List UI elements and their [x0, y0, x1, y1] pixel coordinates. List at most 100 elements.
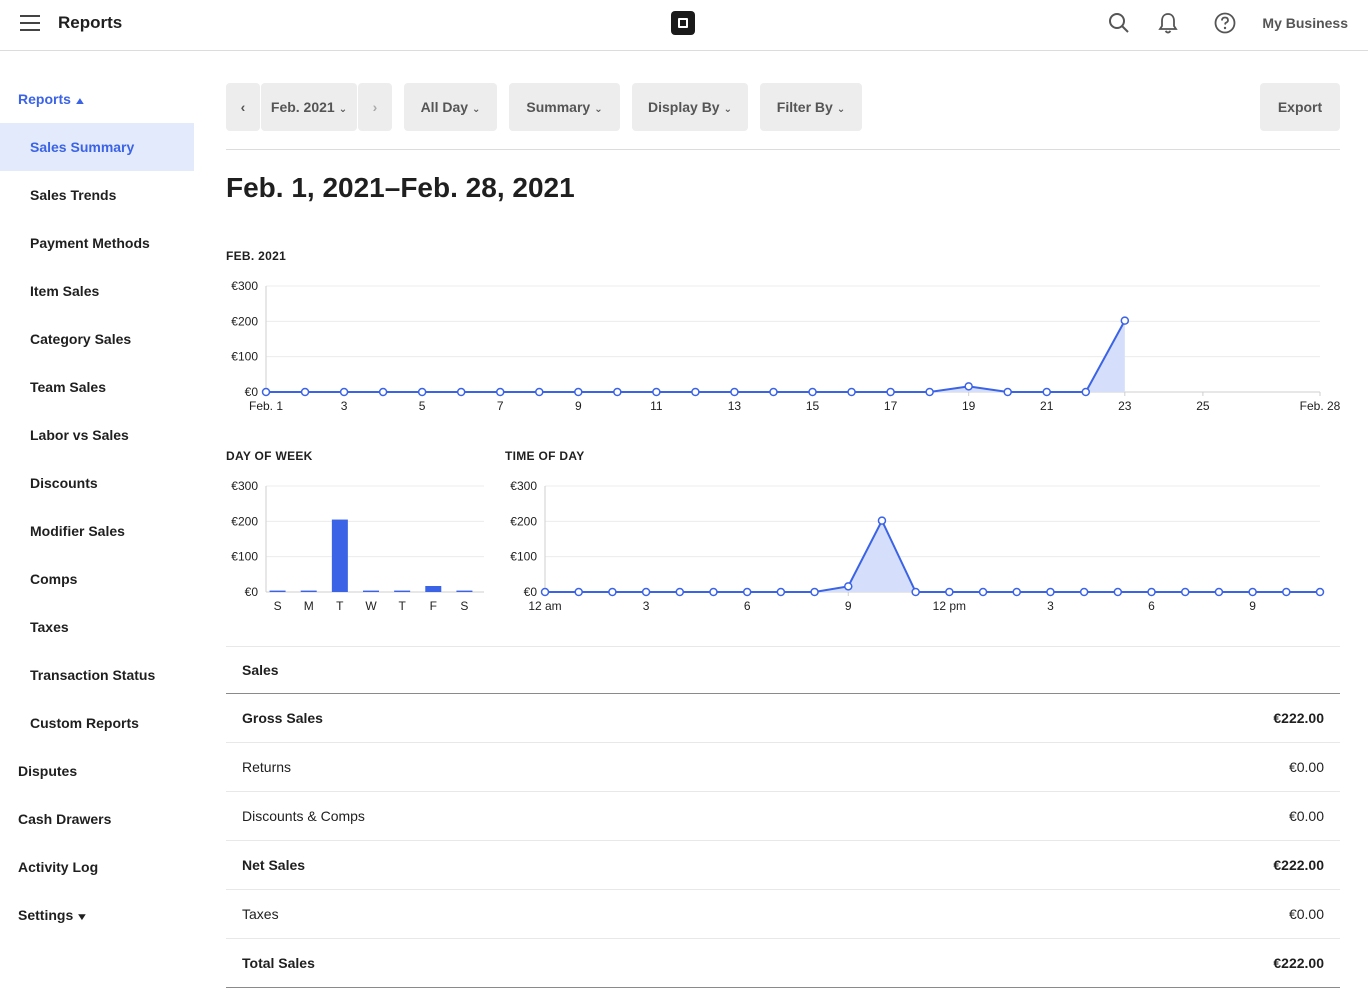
menu-icon[interactable] [20, 15, 40, 31]
x-tick-label: F [430, 599, 437, 613]
y-tick-label: €300 [231, 479, 258, 493]
y-tick-label: €200 [510, 514, 537, 528]
data-point [378, 387, 388, 397]
sidebar-group-activity-log[interactable]: Activity Log [18, 859, 99, 875]
data-point [675, 587, 685, 597]
data-point [978, 587, 988, 597]
row-value: €0.00 [1288, 759, 1324, 775]
data-point [1046, 587, 1055, 597]
bar [331, 519, 348, 592]
sales-table-header: Sales [226, 646, 1340, 694]
row-label: Discounts & Comps [242, 808, 365, 824]
data-point [339, 387, 349, 397]
filter-by-select[interactable]: Filter By ⌄ [760, 83, 862, 131]
x-tick-label: 21 [1040, 399, 1054, 413]
y-tick-label: €100 [231, 350, 258, 364]
x-tick-label: S [274, 599, 282, 613]
x-tick-label: 25 [1196, 399, 1210, 413]
sidebar-group-reports[interactable]: Reports ▲ [18, 91, 86, 107]
table-row-taxes: Taxes €0.00 [226, 890, 1340, 939]
data-point [608, 587, 617, 597]
bell-icon[interactable] [1157, 12, 1179, 34]
x-tick-label: 3 [1047, 599, 1054, 613]
sidebar-group-cash-drawers[interactable]: Cash Drawers [18, 811, 112, 827]
x-tick-label: 17 [884, 399, 898, 413]
y-tick-label: €0 [524, 585, 538, 599]
bar [363, 590, 379, 592]
x-tick-label: 11 [650, 399, 663, 413]
x-tick-label: 3 [341, 399, 348, 413]
data-point [1120, 316, 1130, 325]
sidebar-item-category-sales[interactable]: Category Sales [30, 331, 132, 347]
bar [394, 590, 411, 592]
export-button[interactable]: Export [1260, 83, 1340, 131]
x-tick-label: S [460, 599, 468, 613]
x-tick-label: 9 [1249, 599, 1256, 613]
sidebar-group-label: Settings [18, 907, 74, 923]
x-tick-label: 15 [806, 399, 820, 413]
month-select-label: Feb. 2021 [270, 99, 335, 115]
next-month-button[interactable]: › [358, 83, 392, 131]
sidebar-item-custom-reports[interactable]: Custom Reports [30, 715, 139, 731]
data-point [1214, 587, 1224, 597]
data-point [742, 587, 752, 597]
business-menu[interactable]: My Business [1262, 15, 1348, 31]
prev-month-button[interactable]: ‹ [226, 83, 260, 131]
chevron-down-icon: ⌄ [723, 104, 732, 115]
sidebar-item-taxes[interactable]: Taxes [30, 619, 69, 635]
data-point [691, 387, 700, 397]
row-label: Gross Sales [242, 710, 323, 726]
sidebar-item-sales-summary[interactable]: Sales Summary [0, 123, 194, 171]
data-point [641, 587, 651, 597]
help-icon[interactable] [1214, 12, 1236, 34]
data-point [540, 587, 550, 597]
sidebar-item-sales-trends[interactable]: Sales Trends [30, 187, 117, 203]
summary-label: Summary [526, 99, 591, 115]
tod-chart-title: TIME OF DAY [505, 449, 585, 463]
sidebar-item-comps[interactable]: Comps [30, 571, 78, 587]
sidebar-item-labor-vs-sales[interactable]: Labor vs Sales [30, 427, 129, 443]
data-point [1079, 587, 1089, 597]
sidebar-group-label: Reports [18, 91, 71, 107]
chevron-down-icon: ▼ [75, 912, 89, 923]
sidebar-item-item-sales[interactable]: Item Sales [30, 283, 100, 299]
chevron-down-icon: ⌄ [472, 104, 481, 115]
square-logo[interactable] [671, 11, 695, 35]
display-by-select[interactable]: Display By ⌄ [632, 83, 748, 131]
data-point [810, 587, 819, 597]
sidebar-item-team-sales[interactable]: Team Sales [30, 379, 107, 395]
row-label: Returns [242, 759, 292, 775]
all-day-select[interactable]: All Day ⌄ [404, 83, 497, 131]
x-tick-label: W [365, 599, 377, 613]
x-tick-label: 6 [1148, 599, 1155, 613]
row-value: €222.00 [1273, 857, 1324, 873]
sidebar-group-settings[interactable]: Settings ▼ [18, 907, 89, 923]
month-select[interactable]: Feb. 2021 ⌄ [261, 83, 357, 131]
table-row-total-sales: Total Sales €222.00 [226, 939, 1340, 988]
sidebar-item-discounts[interactable]: Discounts [30, 475, 98, 491]
data-point [300, 387, 310, 397]
data-point [925, 387, 934, 397]
summary-select[interactable]: Summary ⌄ [509, 83, 620, 131]
sidebar-item-modifier-sales[interactable]: Modifier Sales [30, 523, 125, 539]
x-tick-label: 9 [845, 599, 852, 613]
x-tick-label: 12 pm [933, 599, 966, 613]
sidebar-item-payment-methods[interactable]: Payment Methods [30, 235, 150, 251]
data-point [1315, 587, 1325, 597]
day-of-week-chart: €0 €100 €200 €300 S M T W T F S [231, 479, 484, 613]
search-icon[interactable] [1108, 12, 1130, 34]
x-tick-label: Feb. 28 [1300, 399, 1341, 413]
y-tick-label: €100 [510, 550, 537, 564]
data-point [709, 587, 718, 597]
x-tick-label: 12 am [528, 599, 561, 613]
display-by-label: Display By [648, 99, 720, 115]
bar [300, 590, 317, 592]
sidebar-item-transaction-status[interactable]: Transaction Status [30, 667, 156, 683]
sidebar-group-disputes[interactable]: Disputes [18, 763, 78, 779]
table-row-returns: Returns €0.00 [226, 743, 1340, 792]
all-day-label: All Day [420, 99, 469, 115]
data-point [945, 587, 954, 597]
data-point [964, 382, 973, 391]
data-point [730, 387, 739, 397]
row-label: Taxes [242, 906, 279, 922]
